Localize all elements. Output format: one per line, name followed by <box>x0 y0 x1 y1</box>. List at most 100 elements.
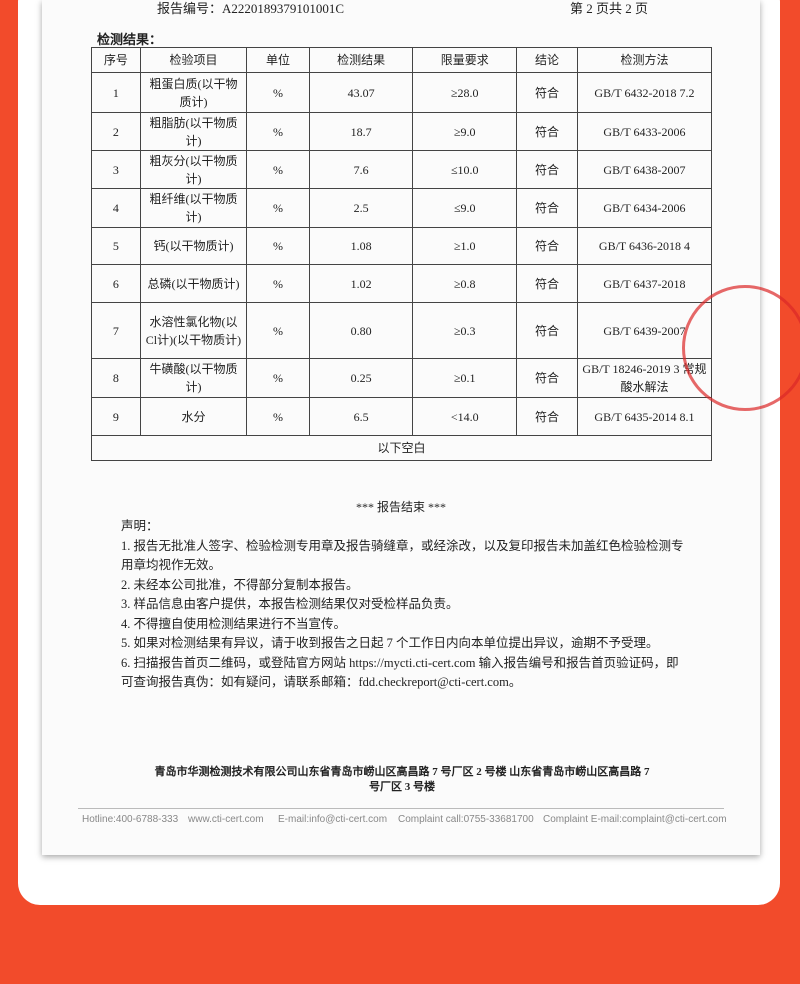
table-cell: 3 <box>91 150 141 189</box>
results-table: 序号 检验项目 单位 检测结果 限量要求 结论 检测方法 1 粗蛋白质(以干物质计)% 43.07… <box>91 47 713 461</box>
table-cell: 符合 <box>516 264 578 303</box>
end-note: *** 报告结束 *** <box>355 500 446 514</box>
table-cell: 1 <box>91 72 141 113</box>
table-cell: 9 <box>91 397 141 436</box>
table-cell: 2 <box>91 112 141 151</box>
section-title: 检测结果： <box>97 32 163 47</box>
table-cell: 水分 <box>139 397 248 436</box>
table-cell: 符合 <box>516 112 578 151</box>
table-cell: 粗脂肪(以干物质计) <box>139 112 248 151</box>
table-row: 3 粗灰分(以干物质计)% 7.6 ≤10.0 符合 GB/T 6438-2007 <box>91 150 713 189</box>
footer-note: 以下空白 <box>91 435 712 461</box>
table-cell: <14.0 <box>412 397 518 436</box>
table-cell: ≥0.1 <box>412 358 518 398</box>
table-cell: 8 <box>91 358 141 398</box>
header-cell: 检测结果 <box>308 47 414 73</box>
contact-item: Complaint call:0755-33681700 <box>398 814 534 825</box>
table-cell: ≥1.0 <box>412 227 518 265</box>
stamp <box>682 285 800 411</box>
table-cell: 符合 <box>516 188 578 228</box>
contact-item: www.cti-cert.com <box>188 814 264 825</box>
table-cell: GB/T 6438-2007 <box>576 150 713 189</box>
table-cell: GB/T 6435-2014 8.1 <box>576 397 713 436</box>
table-row: 7 水溶性氯化物(以Cl计)(以干物质计)% 0.80 ≥0.3 符合 GB/T 6439… <box>91 302 713 359</box>
table-row: 5 钙(以干物质计)% 1.08 ≥1.0 符合 GB/T 6436-2018 4 <box>91 227 713 265</box>
table-cell: % <box>246 227 310 265</box>
table-cell: 符合 <box>516 302 578 359</box>
table-cell: GB/T 6436-2018 4 <box>576 227 713 265</box>
table-cell: 5 <box>91 227 141 265</box>
table-cell: GB/T 6434-2006 <box>576 188 713 228</box>
table-cell: 符合 <box>516 397 578 436</box>
table-row: 9 水分% 6.5 <14.0 符合 GB/T 6435-2014 8.1 <box>91 397 713 436</box>
table-row: 2 粗脂肪(以干物质计)% 18.7 ≥9.0 符合 GB/T 6433-2006 <box>91 112 713 151</box>
page-number: 第 2 页共 2 页 <box>570 1 649 16</box>
table-cell: 牛磺酸(以干物质计) <box>139 358 248 398</box>
table-cell: 43.07 <box>308 72 414 113</box>
table-cell: 6.5 <box>308 397 414 436</box>
statement-item: 2. 未经本公司批准，不得部分复制本报告。 <box>121 577 359 592</box>
statement-item: 1. 报告无批准人签字、检验检测专用章及报告骑缝章，或经涂改，以及复印报告未加盖… <box>121 538 684 573</box>
table-cell: ≥9.0 <box>412 112 518 151</box>
table-cell: 1.02 <box>308 264 414 303</box>
statement-item: 3. 样品信息由客户提供，本报告检测结果仅对受检样品负责。 <box>121 597 459 611</box>
table-cell: 粗纤维(以干物质计) <box>139 188 248 228</box>
table-cell: 2.5 <box>308 188 414 228</box>
header-cell: 检验项目 <box>139 47 248 73</box>
table-cell: 符合 <box>516 72 578 113</box>
table-cell: 钙(以干物质计) <box>139 227 248 265</box>
table-cell: % <box>246 72 310 113</box>
table-cell: 18.7 <box>308 112 414 151</box>
table-row: 4 粗纤维(以干物质计)% 2.5 ≤9.0 符合 GB/T 6434-2006 <box>91 188 713 228</box>
header-cell: 序号 <box>91 47 141 73</box>
footer-row: 以下空白 <box>91 435 712 461</box>
table-cell: % <box>246 150 310 189</box>
statement-item: 6. 扫描报告首页二维码，或登陆官方网站 https://mycti.cti-c… <box>121 655 679 690</box>
table-cell: 水溶性氯化物(以Cl计)(以干物质计) <box>139 302 248 359</box>
table-cell: ≥28.0 <box>412 72 518 113</box>
table-cell: ≥0.8 <box>412 264 518 303</box>
table-cell: ≤10.0 <box>412 150 518 189</box>
header-cell: 检测方法 <box>576 47 713 73</box>
table-cell: % <box>246 358 310 398</box>
header-row: 序号 检验项目 单位 检测结果 限量要求 结论 检测方法 <box>91 47 713 73</box>
table-cell: 粗蛋白质(以干物质计) <box>139 72 248 113</box>
table-cell: 1.08 <box>308 227 414 265</box>
report-paper: 报告编号：A2220189379101001C 第 2 页共 2 页 检测结果：… <box>42 0 760 855</box>
table-cell: 符合 <box>516 227 578 265</box>
address: 青岛市华测检测技术有限公司山东省青岛市崂山区高昌路 7 号厂区 2 号楼 山东省… <box>154 766 650 793</box>
table-cell: 符合 <box>516 358 578 398</box>
table-cell: 总磷(以干物质计) <box>139 264 248 303</box>
table-cell: % <box>246 264 310 303</box>
report-number: 报告编号：A2220189379101001C <box>157 1 345 16</box>
header-cell: 限量要求 <box>412 47 518 73</box>
table-cell: ≤9.0 <box>412 188 518 228</box>
table-cell: GB/T 6437-2018 <box>576 264 713 303</box>
table-cell: 4 <box>91 188 141 228</box>
contact-item: Complaint E-mail:complaint@cti-cert.com <box>543 814 727 825</box>
table-cell: 符合 <box>516 150 578 189</box>
table-row: 8 牛磺酸(以干物质计)% 0.25 ≥0.1 符合 GB/T 18246-2019 3 … <box>91 358 713 398</box>
table-cell: GB/T 6433-2006 <box>576 112 713 151</box>
contact-item: Hotline:400-6788-333 <box>82 814 179 825</box>
table-cell: 0.80 <box>308 302 414 359</box>
table-cell: ≥0.3 <box>412 302 518 359</box>
statement: 声明： 1. 报告无批准人签字、检验检测专用章及报告骑缝章，或经涂改，以及复印报… <box>121 517 686 693</box>
statement-item: 5. 如果对检测结果有异议，请于收到报告之日起 7 个工作日内向本单位提出异议，… <box>121 636 659 650</box>
table-cell: 6 <box>91 264 141 303</box>
table-cell: 0.25 <box>308 358 414 398</box>
table-row: 6 总磷(以干物质计)% 1.02 ≥0.8 符合 GB/T 6437-2018 <box>91 264 713 303</box>
table-cell: % <box>246 112 310 151</box>
table-row: 1 粗蛋白质(以干物质计)% 43.07 ≥28.0 符合 GB/T 6432-2018 … <box>91 72 713 113</box>
table-cell: 7 <box>91 302 141 359</box>
table-cell: % <box>246 397 310 436</box>
statement-title: 声明： <box>121 519 159 533</box>
header-cell: 结论 <box>516 47 578 73</box>
table-cell: GB/T 6432-2018 7.2 <box>576 72 713 113</box>
divider <box>78 808 724 809</box>
table-cell: % <box>246 188 310 228</box>
header-cell: 单位 <box>246 47 310 73</box>
table-cell: 7.6 <box>308 150 414 189</box>
statement-item: 4. 不得擅自使用检测结果进行不当宣传。 <box>121 616 347 631</box>
